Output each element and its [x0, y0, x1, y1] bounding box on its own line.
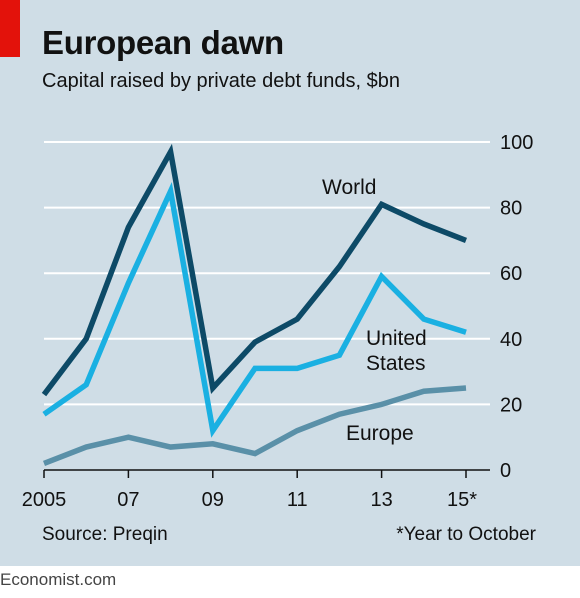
source-note: Source: Preqin	[42, 524, 168, 545]
x-tick-label: 11	[287, 489, 308, 511]
series-line-world	[41, 143, 467, 397]
chart-subtitle: Capital raised by private debt funds, $b…	[42, 70, 400, 92]
series-line-europe	[43, 385, 467, 467]
y-tick-label: 60	[500, 263, 522, 285]
x-tick-label: 2005	[22, 489, 67, 511]
chart-title: European dawn	[42, 24, 284, 61]
y-tick-label: 20	[500, 394, 522, 416]
x-tick-label: 15*	[447, 489, 477, 511]
footnote: *Year to October	[396, 524, 536, 545]
chart-background	[0, 0, 580, 566]
chart-plot: 0 20 40 60 80 100 2005 07 09 11 13 15* World UnitedSt…	[22, 132, 534, 511]
x-tick-label: 07	[117, 489, 139, 511]
series-label: States	[366, 352, 426, 375]
x-tick-label: 13	[370, 489, 392, 511]
y-tick-label: 100	[500, 132, 533, 154]
y-tick-label: 80	[500, 198, 522, 220]
series-line-united-states	[42, 182, 467, 438]
brand-red-tab	[0, 0, 20, 57]
x-tick-label: 09	[202, 489, 224, 511]
series-label: United	[366, 327, 427, 350]
y-tick-label: 0	[500, 460, 511, 482]
watermark: Economist.com	[0, 570, 117, 589]
series-label: Europe	[346, 422, 414, 445]
series-label: World	[322, 176, 376, 199]
y-tick-label: 40	[500, 329, 522, 351]
